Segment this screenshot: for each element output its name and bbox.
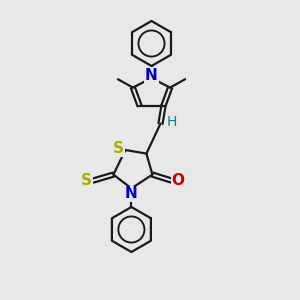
Text: S: S: [81, 173, 92, 188]
Text: S: S: [113, 141, 124, 156]
Text: H: H: [167, 115, 177, 129]
Text: N: N: [125, 186, 138, 201]
Text: O: O: [172, 173, 185, 188]
Text: N: N: [145, 68, 158, 83]
